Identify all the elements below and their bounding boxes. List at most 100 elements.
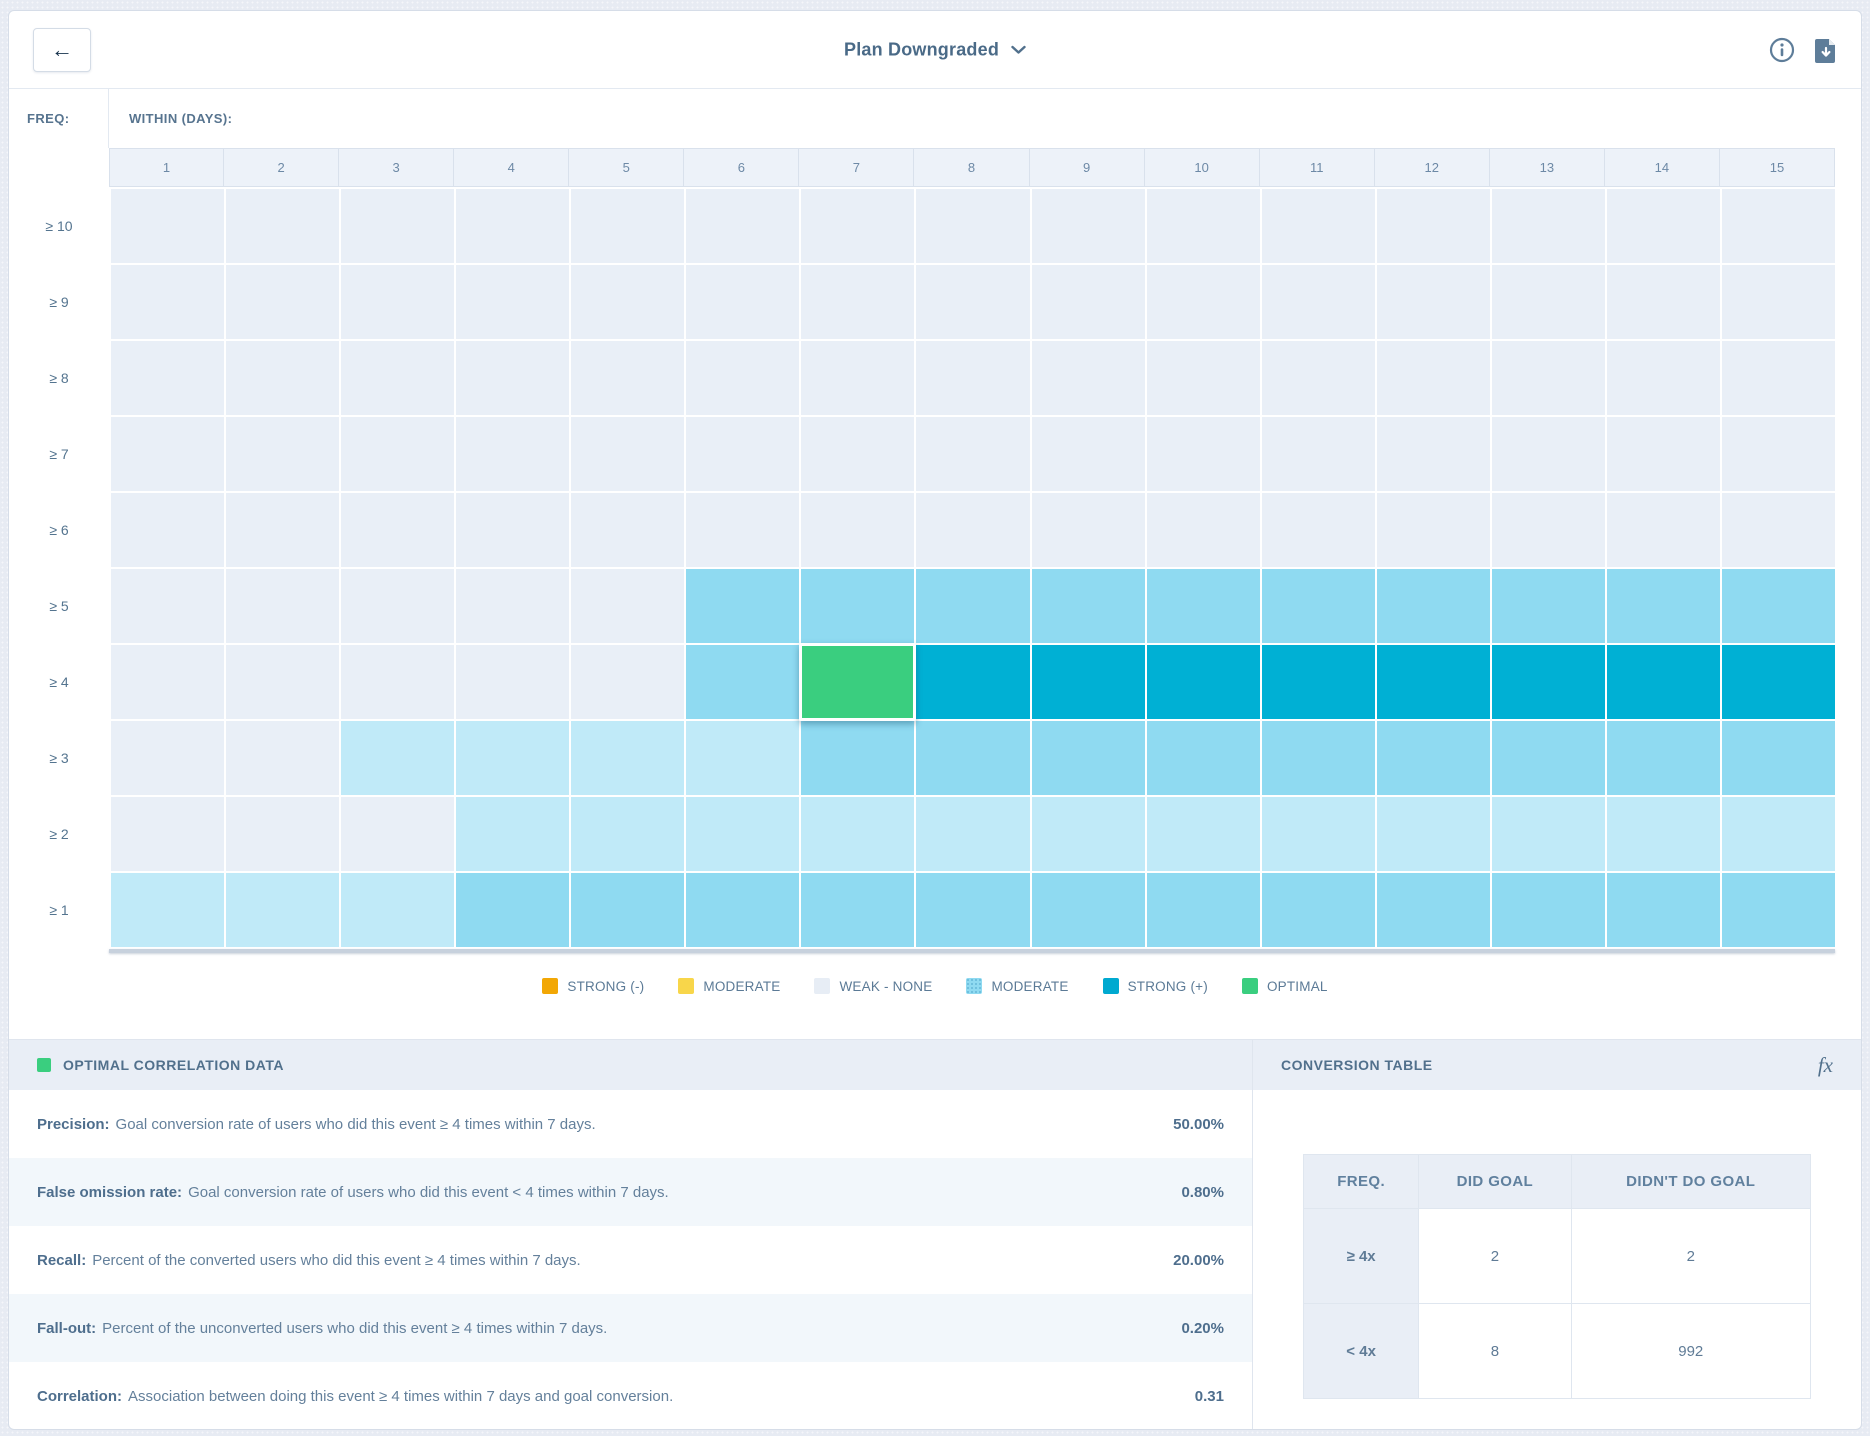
heatmap-cell[interactable] — [341, 417, 455, 491]
heatmap-cell[interactable] — [111, 645, 225, 719]
heatmap-cell[interactable] — [916, 265, 1030, 339]
heatmap-cell[interactable] — [111, 493, 225, 567]
heatmap-cell[interactable] — [456, 493, 570, 567]
heatmap-cell[interactable] — [801, 721, 915, 795]
heatmap-cell[interactable] — [1376, 721, 1490, 795]
heatmap-cell[interactable] — [1261, 189, 1375, 263]
heatmap-cell[interactable] — [686, 493, 800, 567]
heatmap-cell[interactable] — [1606, 873, 1720, 947]
heatmap-cell[interactable] — [1721, 569, 1835, 643]
heatmap-cell[interactable] — [686, 797, 800, 871]
heatmap-cell[interactable] — [1146, 569, 1260, 643]
heatmap-cell[interactable] — [1031, 417, 1145, 491]
heatmap-cell[interactable] — [111, 721, 225, 795]
heatmap-cell[interactable] — [1261, 341, 1375, 415]
heatmap-cell[interactable] — [686, 189, 800, 263]
heatmap-cell[interactable] — [686, 341, 800, 415]
heatmap-cell[interactable] — [456, 645, 570, 719]
heatmap-cell[interactable] — [1376, 189, 1490, 263]
heatmap-cell[interactable] — [1491, 569, 1605, 643]
heatmap-cell[interactable] — [1031, 265, 1145, 339]
heatmap-cell[interactable] — [1606, 721, 1720, 795]
heatmap-cell[interactable] — [1491, 797, 1605, 871]
heatmap-cell[interactable] — [1031, 189, 1145, 263]
heatmap-cell[interactable] — [226, 417, 340, 491]
heatmap-cell[interactable] — [341, 569, 455, 643]
heatmap-cell[interactable] — [916, 569, 1030, 643]
heatmap-cell[interactable] — [571, 265, 685, 339]
heatmap-cell[interactable] — [801, 493, 915, 567]
heatmap-cell[interactable] — [801, 189, 915, 263]
heatmap-cell[interactable] — [686, 417, 800, 491]
heatmap-cell[interactable] — [1376, 797, 1490, 871]
heatmap-cell[interactable] — [916, 797, 1030, 871]
heatmap-cell[interactable] — [1261, 417, 1375, 491]
heatmap-cell[interactable] — [226, 797, 340, 871]
heatmap-cell[interactable] — [1031, 721, 1145, 795]
heatmap-cell[interactable] — [1146, 797, 1260, 871]
heatmap-cell[interactable] — [571, 417, 685, 491]
heatmap-cell[interactable] — [1261, 873, 1375, 947]
heatmap-cell[interactable] — [341, 721, 455, 795]
heatmap-cell[interactable] — [916, 341, 1030, 415]
heatmap-cell[interactable] — [1376, 341, 1490, 415]
heatmap-cell[interactable] — [226, 265, 340, 339]
heatmap-cell[interactable] — [916, 189, 1030, 263]
heatmap-cell[interactable] — [571, 721, 685, 795]
download-button[interactable] — [1815, 37, 1837, 63]
heatmap-cell[interactable] — [1146, 721, 1260, 795]
heatmap-cell[interactable] — [801, 873, 915, 947]
heatmap-cell[interactable] — [686, 873, 800, 947]
heatmap-cell[interactable] — [801, 569, 915, 643]
heatmap-cell[interactable] — [1721, 493, 1835, 567]
heatmap-cell[interactable] — [916, 721, 1030, 795]
heatmap-cell[interactable] — [571, 569, 685, 643]
heatmap-cell[interactable] — [111, 569, 225, 643]
heatmap-cell[interactable] — [341, 265, 455, 339]
heatmap-cell[interactable] — [1031, 797, 1145, 871]
heatmap-cell[interactable] — [1606, 265, 1720, 339]
heatmap-cell[interactable] — [1721, 797, 1835, 871]
heatmap-cell[interactable] — [226, 569, 340, 643]
heatmap-cell[interactable] — [1376, 493, 1490, 567]
heatmap-cell[interactable] — [226, 873, 340, 947]
heatmap-cell[interactable] — [226, 721, 340, 795]
heatmap-cell[interactable] — [1146, 873, 1260, 947]
heatmap-cell[interactable] — [341, 873, 455, 947]
heatmap-cell[interactable] — [571, 797, 685, 871]
heatmap-cell[interactable] — [456, 873, 570, 947]
heatmap-cell[interactable] — [1491, 417, 1605, 491]
heatmap-cell[interactable] — [1606, 341, 1720, 415]
heatmap-cell[interactable] — [341, 341, 455, 415]
heatmap-cell[interactable] — [1376, 569, 1490, 643]
heatmap-cell[interactable] — [1261, 569, 1375, 643]
heatmap-cell[interactable] — [111, 341, 225, 415]
heatmap-cell[interactable] — [226, 645, 340, 719]
heatmap-cell[interactable] — [111, 265, 225, 339]
heatmap-cell[interactable] — [456, 797, 570, 871]
heatmap-cell[interactable] — [1261, 797, 1375, 871]
heatmap-cell[interactable] — [111, 417, 225, 491]
heatmap-cell[interactable] — [1031, 873, 1145, 947]
event-title-dropdown[interactable]: Plan Downgraded — [844, 39, 1026, 60]
heatmap-cell[interactable] — [1376, 417, 1490, 491]
heatmap-cell[interactable] — [1146, 493, 1260, 567]
heatmap-cell[interactable] — [1146, 645, 1260, 719]
formula-fx-button[interactable]: fx — [1817, 1052, 1833, 1077]
heatmap-cell[interactable] — [111, 873, 225, 947]
heatmap-cell[interactable] — [1491, 265, 1605, 339]
heatmap-cell[interactable] — [801, 417, 915, 491]
heatmap-cell[interactable] — [1261, 493, 1375, 567]
heatmap-cell[interactable] — [1721, 341, 1835, 415]
heatmap-cell[interactable] — [1376, 645, 1490, 719]
heatmap-cell[interactable] — [456, 189, 570, 263]
heatmap-cell[interactable] — [571, 873, 685, 947]
heatmap-cell[interactable] — [341, 797, 455, 871]
heatmap-cell[interactable] — [456, 341, 570, 415]
heatmap-cell[interactable] — [456, 265, 570, 339]
heatmap-cell[interactable] — [1146, 417, 1260, 491]
heatmap-cell[interactable] — [1031, 341, 1145, 415]
heatmap-cell[interactable] — [801, 797, 915, 871]
heatmap-cell[interactable] — [916, 417, 1030, 491]
heatmap-cell[interactable] — [1721, 417, 1835, 491]
